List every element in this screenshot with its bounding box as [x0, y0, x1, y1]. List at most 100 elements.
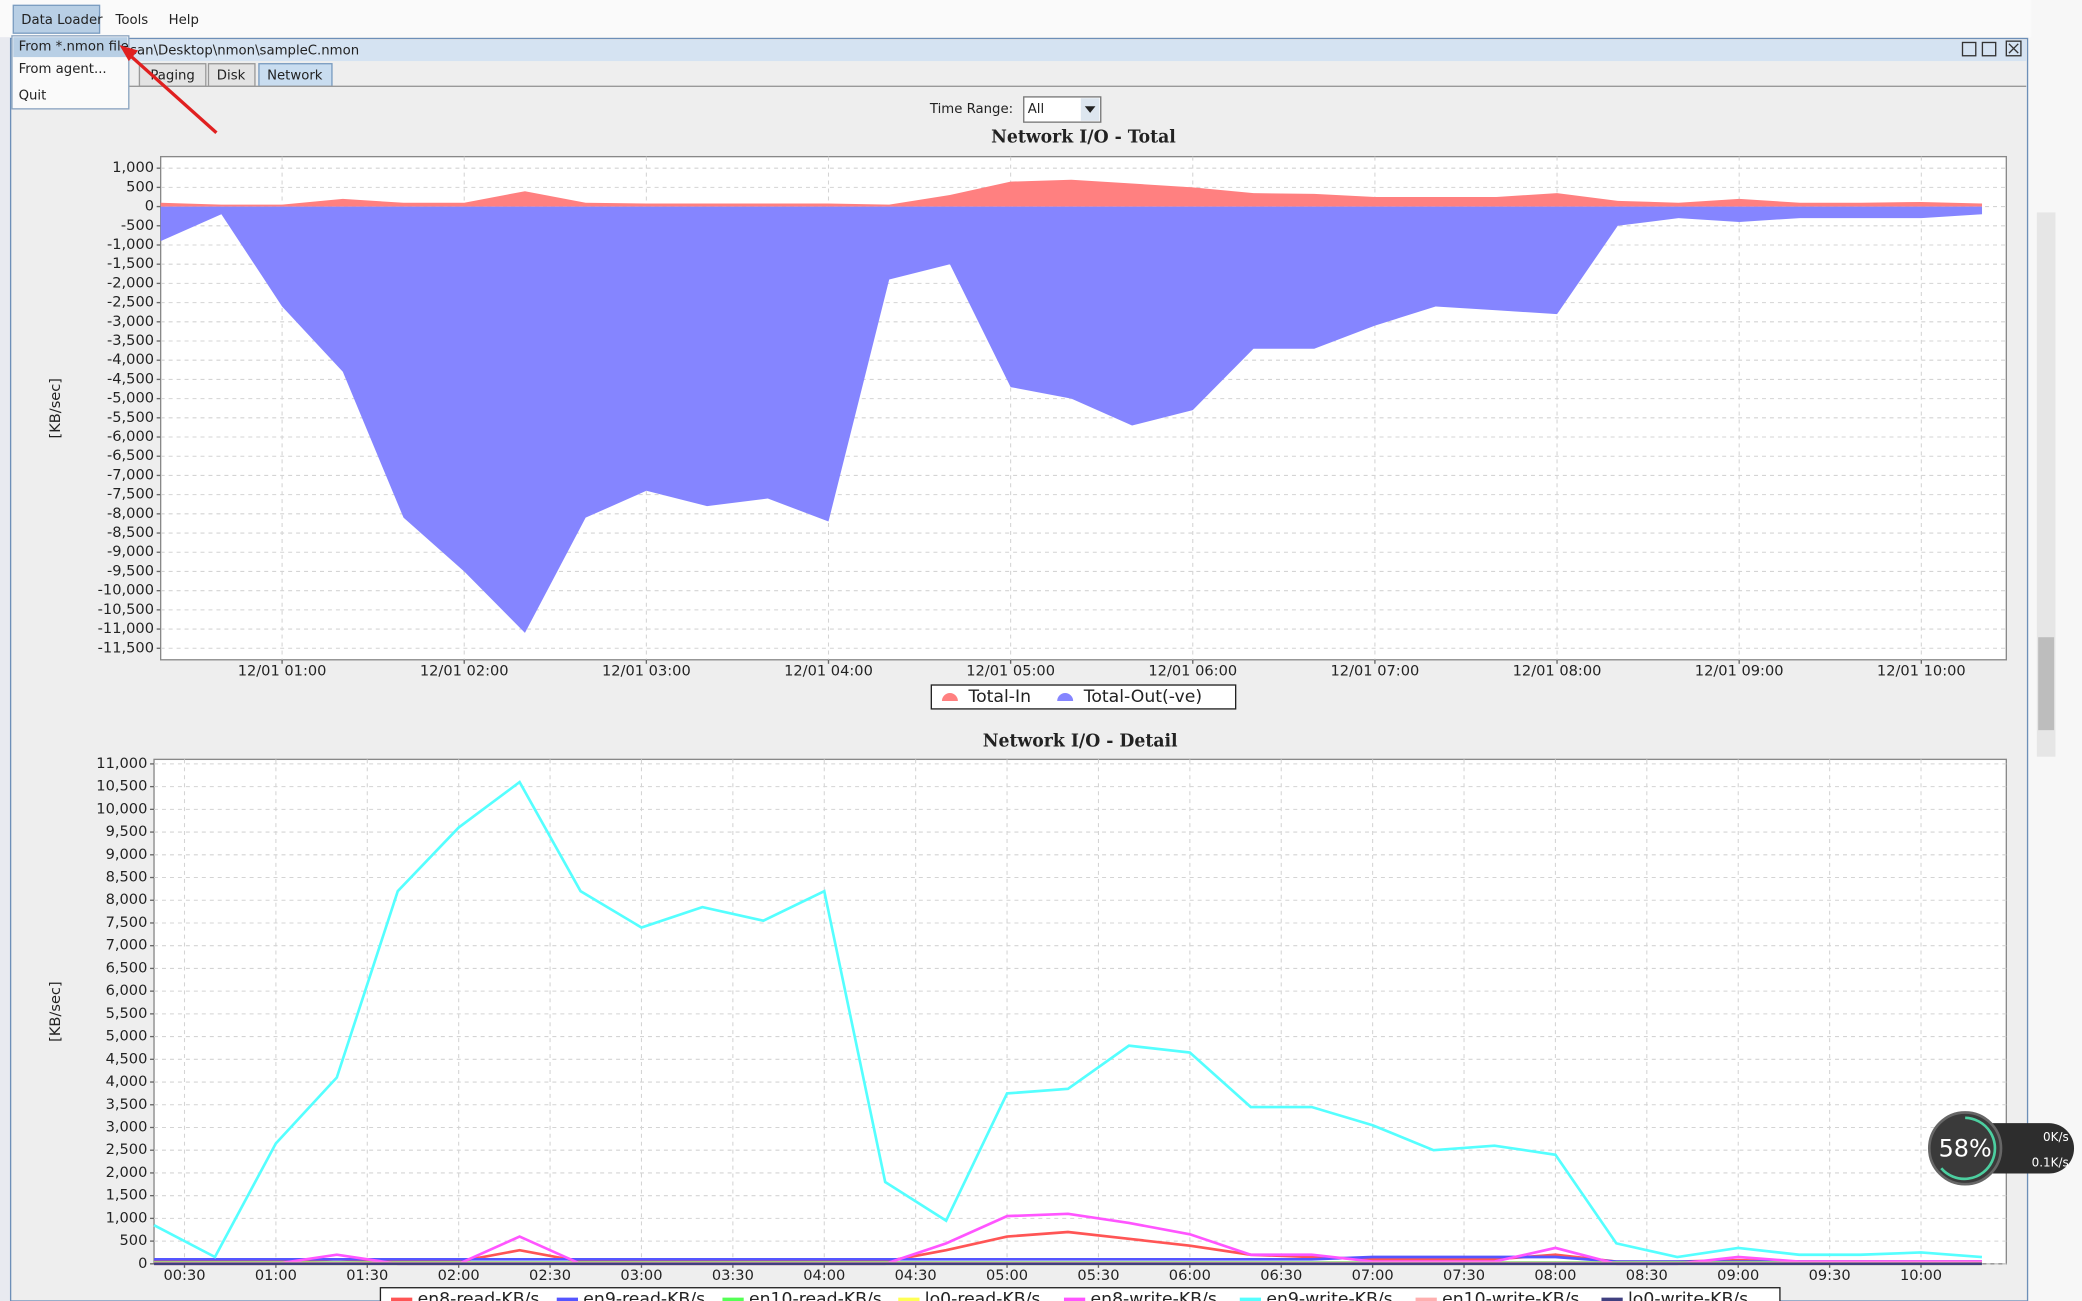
x-tick-label: 12/01 08:00	[1513, 663, 1602, 680]
y-tick-label: 6,500	[106, 959, 148, 976]
y-tick-label: 8,000	[106, 891, 148, 908]
y-tick-label: 5,500	[106, 1005, 148, 1022]
x-tick-label: 05:30	[1077, 1267, 1119, 1284]
x-tick-label: 04:00	[803, 1267, 845, 1284]
x-tick-label: 12/01 03:00	[602, 663, 691, 680]
legend-label: en10-read-KB/s	[749, 1290, 882, 1301]
scroll-thumb[interactable]	[2038, 637, 2055, 731]
cpu-arc	[1940, 1116, 1997, 1181]
y-tick-label: 0	[138, 1255, 147, 1272]
menu-active[interactable]	[12, 4, 101, 34]
window-title-bar	[11, 39, 2027, 62]
close-button[interactable]	[2005, 40, 2022, 57]
legend-marker	[941, 692, 958, 701]
minimize-button[interactable]	[1961, 41, 1977, 57]
y-tick-label: 3,500	[106, 1096, 148, 1113]
x-tick-label: 12/01 06:00	[1148, 663, 1237, 680]
scrollbar[interactable]	[2036, 212, 2056, 757]
y-tick-label: -8,500	[107, 524, 154, 541]
legend-label: Total-Out(-ve)	[1083, 687, 1202, 707]
x-tick-label: 12/01 01:00	[238, 663, 327, 680]
x-tick-label: 07:30	[1443, 1267, 1485, 1284]
left-strip	[0, 0, 11, 1301]
x-tick-label: 02:30	[529, 1267, 571, 1284]
cpu-percent: 58%	[1939, 1135, 1992, 1163]
menu-item[interactable]: Tools	[115, 13, 149, 28]
menu-item[interactable]: Help	[169, 13, 199, 28]
dropdown-item[interactable]: From agent...	[19, 62, 107, 77]
y-tick-label: 4,000	[106, 1073, 148, 1090]
x-tick-label: 06:30	[1260, 1267, 1302, 1284]
x-tick-label: 09:30	[1809, 1267, 1851, 1284]
cpu-gauge	[1927, 1111, 2003, 1186]
y-tick-label: -6,000	[107, 428, 154, 445]
y-tick-label: 0	[145, 198, 154, 215]
download-rate: 0.1K/s	[2032, 1155, 2069, 1169]
combo-arrow	[1084, 106, 1096, 113]
legend-label: en10-write-KB/s	[1442, 1290, 1579, 1301]
y-tick-label: -3,500	[107, 332, 154, 349]
charts: Network I/O - Total [KB/sec] 1,000 500 0 -500…	[47, 128, 2007, 1301]
x-tick-label: 09:00	[1717, 1267, 1759, 1284]
chart-title: Network I/O - Total	[991, 128, 1176, 148]
x-tick-label: 08:00	[1534, 1267, 1576, 1284]
y-tick-label: 1,000	[112, 159, 154, 176]
x-tick-label: 03:30	[712, 1267, 754, 1284]
x-tick-label: 01:00	[255, 1267, 297, 1284]
x-tick-label: 12/01 04:00	[784, 663, 873, 680]
window-title: san\Desktop\nmon\sampleC.nmon	[130, 43, 359, 58]
x-tick-label: 02:00	[438, 1267, 480, 1284]
y-tick-label: 10,000	[96, 800, 147, 817]
y-tick-label: 3,000	[106, 1118, 148, 1135]
y-tick-label: 9,500	[106, 823, 148, 840]
menu-item[interactable]: Data Loader	[21, 13, 103, 28]
dropdown-item[interactable]: From *.nmon file	[19, 39, 129, 54]
y-tick-label: -5,500	[107, 409, 154, 426]
y-tick-label: -1,000	[107, 236, 154, 253]
y-tick-label: -5,000	[107, 390, 154, 407]
legend-label: Total-In	[968, 687, 1032, 707]
x-tick-label: 00:30	[163, 1267, 205, 1284]
y-tick-label: 6,000	[106, 982, 148, 999]
x-tick-label: 05:00	[986, 1267, 1028, 1284]
legend-marker	[1057, 692, 1074, 701]
legend-label: en8-write-KB/s	[1091, 1290, 1217, 1301]
y-tick-label: 8,500	[106, 869, 148, 886]
y-tick-label: -11,000	[98, 620, 154, 637]
legend-box	[930, 684, 1237, 710]
x-tick-label: 08:30	[1626, 1267, 1668, 1284]
x-tick-label: 03:00	[620, 1267, 662, 1284]
y-tick-label: 10,500	[96, 778, 147, 795]
y-tick-label: -4,000	[107, 351, 154, 368]
dropdown-highlight[interactable]	[13, 37, 128, 58]
y-tick-label: -2,500	[107, 294, 154, 311]
x-tick-label: 12/01 02:00	[420, 663, 509, 680]
time-range-value[interactable]: All	[1028, 102, 1044, 117]
y-tick-label: 2,000	[106, 1164, 148, 1181]
area	[160, 206, 1983, 633]
y-tick-label: 4,500	[106, 1050, 148, 1067]
x-tick-label: 06:00	[1169, 1267, 1211, 1284]
y-tick-label: 500	[120, 1232, 148, 1249]
y-tick-label: 2,500	[106, 1141, 148, 1158]
tab-label[interactable]: Paging	[150, 69, 194, 84]
legend-label: lo0-read-KB/s	[925, 1290, 1041, 1301]
y-tick-label: 1,500	[106, 1187, 148, 1204]
y-tick-label: -1,500	[107, 255, 154, 272]
annotation-arrowhead	[119, 45, 139, 62]
tab-label[interactable]: Disk	[217, 69, 246, 84]
tab-label[interactable]: Network	[267, 69, 323, 84]
x-tick-label: 12/01 07:00	[1331, 663, 1420, 680]
dropdown-item[interactable]: Quit	[19, 89, 47, 104]
legend-label: en9-write-KB/s	[1266, 1290, 1392, 1301]
chart-title: Network I/O - Detail	[983, 732, 1178, 752]
y-tick-label: -6,500	[107, 447, 154, 464]
legend-label: en8-read-KB/s	[418, 1290, 540, 1301]
legend-label: lo0-write-KB/s	[1628, 1290, 1748, 1301]
legend-label: en9-read-KB/s	[583, 1290, 705, 1301]
y-tick-label: 9,000	[106, 846, 148, 863]
y-tick-label: -10,500	[98, 601, 154, 618]
y-tick-label: 7,500	[106, 914, 148, 931]
maximize-button[interactable]	[1981, 41, 1997, 57]
